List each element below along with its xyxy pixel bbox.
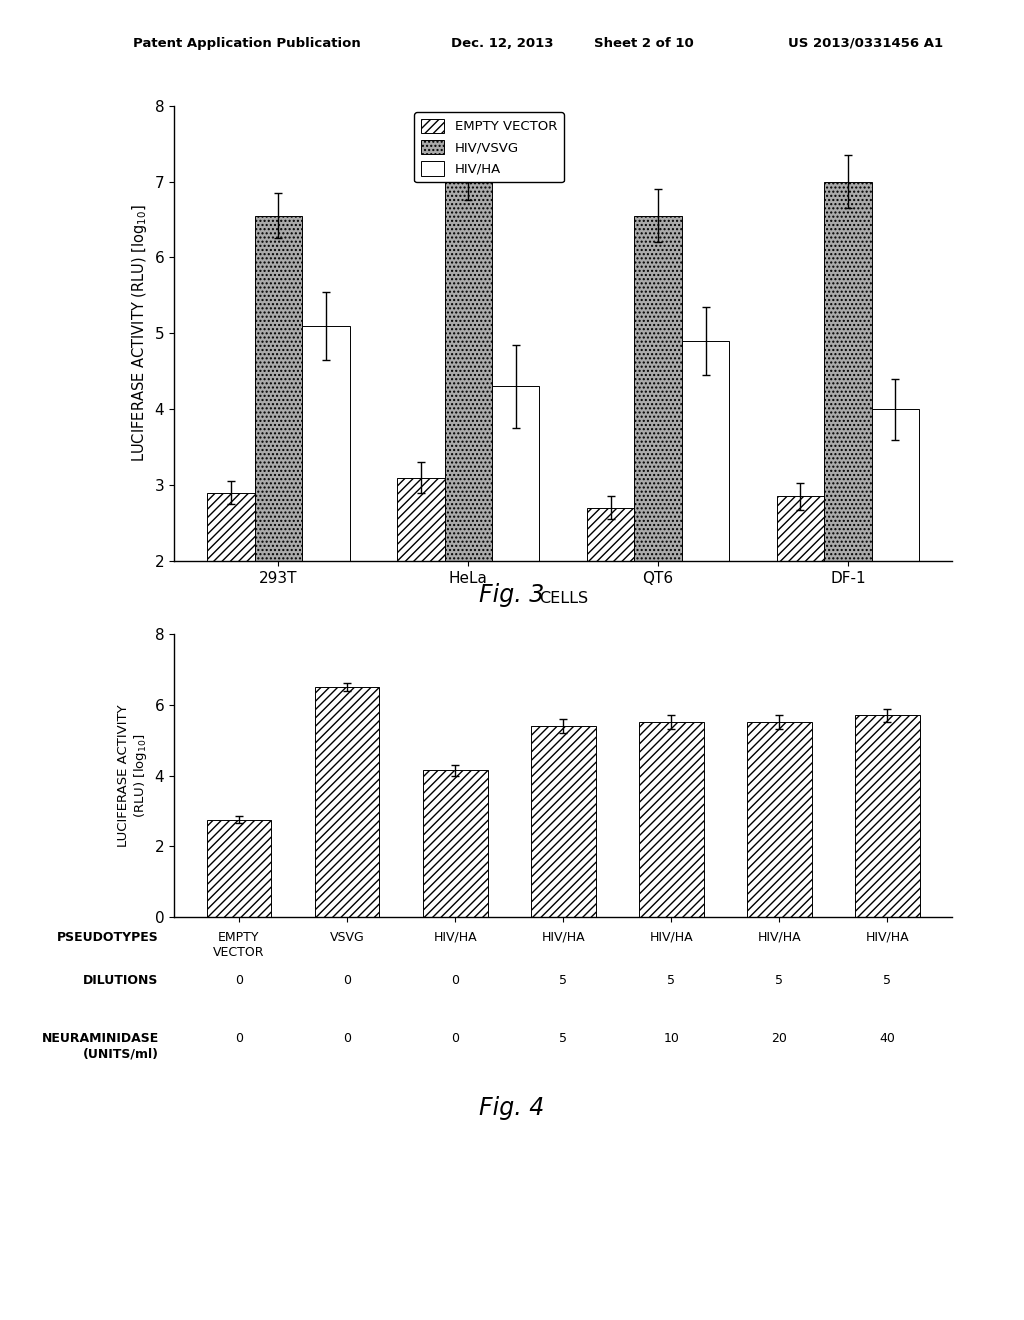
Text: 0: 0 (452, 974, 459, 987)
Bar (207, 820, 271, 917)
Text: Sheet 2 of 10: Sheet 2 of 10 (594, 37, 693, 50)
X-axis label: CELLS: CELLS (539, 591, 588, 606)
Bar (255, 215, 302, 561)
Bar (682, 341, 729, 561)
Text: Fig. 3: Fig. 3 (479, 583, 545, 607)
Text: 0: 0 (452, 1032, 459, 1045)
Bar (587, 508, 635, 561)
Text: US 2013/0331456 A1: US 2013/0331456 A1 (788, 37, 943, 50)
Text: HIV/HA: HIV/HA (433, 931, 477, 944)
Text: 5: 5 (559, 1032, 567, 1045)
Text: 40: 40 (880, 1032, 895, 1045)
Text: 0: 0 (234, 974, 243, 987)
Bar (824, 182, 871, 561)
Text: 0: 0 (343, 974, 351, 987)
Text: Patent Application Publication: Patent Application Publication (133, 37, 360, 50)
Text: 5: 5 (668, 974, 675, 987)
Bar (207, 492, 255, 561)
Text: EMPTY
VECTOR: EMPTY VECTOR (213, 931, 264, 958)
Bar (871, 409, 920, 561)
Text: 0: 0 (343, 1032, 351, 1045)
Bar (314, 686, 380, 917)
Text: PSEUDOTYPES: PSEUDOTYPES (57, 931, 159, 944)
Bar (746, 722, 812, 917)
Text: DILUTIONS: DILUTIONS (83, 974, 159, 987)
Bar (423, 770, 487, 917)
Text: 20: 20 (771, 1032, 787, 1045)
Text: VSVG: VSVG (330, 931, 365, 944)
Legend: EMPTY VECTOR, HIV/VSVG, HIV/HA: EMPTY VECTOR, HIV/VSVG, HIV/HA (414, 112, 564, 182)
Bar (639, 722, 703, 917)
Text: Fig. 4: Fig. 4 (479, 1096, 545, 1119)
Text: 10: 10 (664, 1032, 679, 1045)
Bar (530, 726, 596, 917)
Bar (855, 715, 920, 917)
Text: HIV/HA: HIV/HA (758, 931, 801, 944)
Text: HIV/HA: HIV/HA (542, 931, 585, 944)
Bar (635, 215, 682, 561)
Text: 5: 5 (559, 974, 567, 987)
Y-axis label: LUCIFERASE ACTIVITY (RLU) [log$_{10}$]: LUCIFERASE ACTIVITY (RLU) [log$_{10}$] (130, 205, 150, 462)
Text: HIV/HA: HIV/HA (649, 931, 693, 944)
Bar (777, 496, 824, 561)
Text: 0: 0 (234, 1032, 243, 1045)
Text: HIV/HA: HIV/HA (865, 931, 909, 944)
Y-axis label: LUCIFERASE ACTIVITY
(RLU) [log$_{10}$]: LUCIFERASE ACTIVITY (RLU) [log$_{10}$] (117, 704, 150, 847)
Bar (302, 326, 349, 561)
Bar (492, 387, 540, 561)
Text: NEURAMINIDASE
(UNITS/ml): NEURAMINIDASE (UNITS/ml) (41, 1032, 159, 1060)
Bar (444, 170, 492, 561)
Text: 5: 5 (884, 974, 892, 987)
Text: Dec. 12, 2013: Dec. 12, 2013 (451, 37, 553, 50)
Text: 5: 5 (775, 974, 783, 987)
Bar (397, 478, 444, 561)
